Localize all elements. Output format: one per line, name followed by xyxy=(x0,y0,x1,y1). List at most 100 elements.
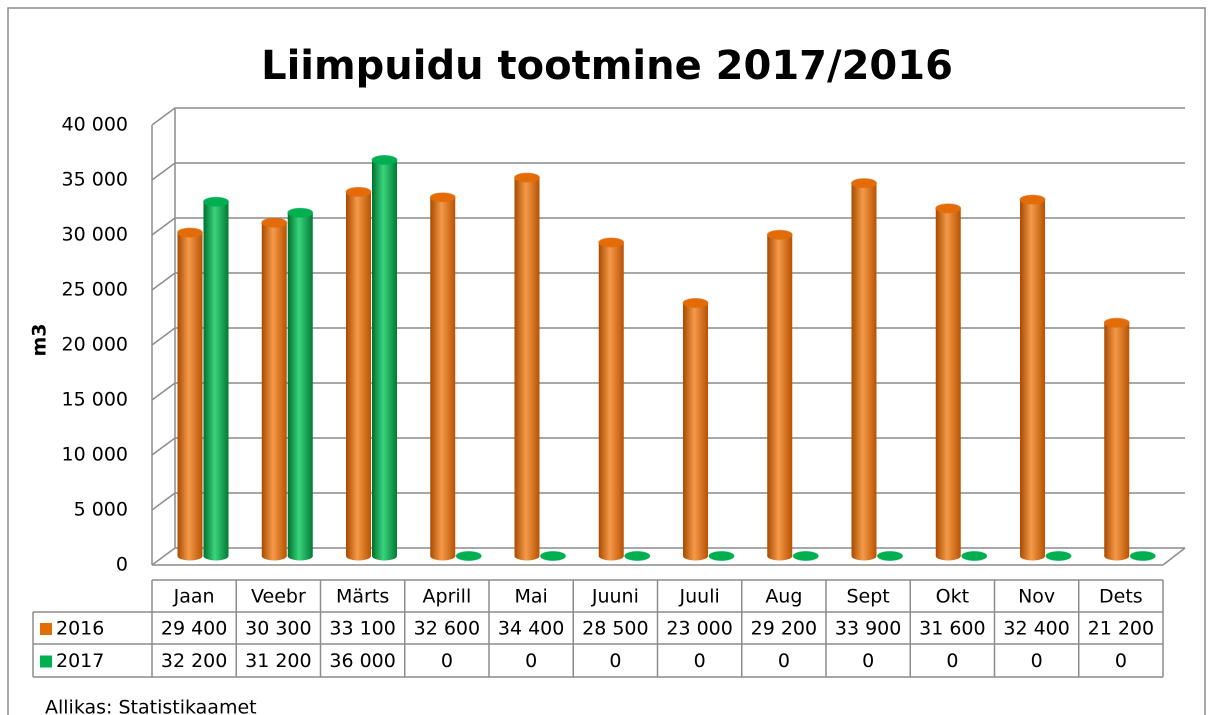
table-value: 32 600 xyxy=(414,618,480,640)
table-value: 29 200 xyxy=(751,618,817,640)
table-value: 31 600 xyxy=(919,618,985,640)
x-tick-label: Jaan xyxy=(173,586,215,608)
bar-body xyxy=(851,183,877,556)
bar-bottom xyxy=(514,551,540,561)
table-value: 0 xyxy=(694,650,706,672)
bar-bottom xyxy=(683,551,708,561)
table-value: 21 200 xyxy=(1088,618,1154,640)
table-value: 23 000 xyxy=(666,618,732,640)
x-tick-label: Nov xyxy=(1018,586,1055,608)
chart-title: Liimpuidu tootmine 2017/2016 xyxy=(261,43,953,89)
bar xyxy=(1019,194,1046,561)
y-tick-label: 25 000 xyxy=(62,279,128,301)
bar xyxy=(598,237,625,561)
bar-bottom xyxy=(935,551,961,561)
bar xyxy=(766,229,793,561)
bar-bottom xyxy=(430,551,456,561)
x-tick-label: Aug xyxy=(765,586,802,608)
bar-top xyxy=(1019,194,1046,205)
bar-top xyxy=(345,186,372,197)
bar-bottom xyxy=(851,551,877,561)
legend-swatch xyxy=(40,655,52,668)
bar xyxy=(792,551,819,561)
y-tick-label: 40 000 xyxy=(62,114,128,136)
table-value: 0 xyxy=(1115,650,1127,672)
bar xyxy=(851,178,877,561)
bar-body xyxy=(372,160,397,556)
bar-bottom xyxy=(1104,551,1130,561)
bar xyxy=(624,551,651,561)
bar-top xyxy=(203,196,229,207)
bar-top xyxy=(1045,551,1072,561)
bar-top xyxy=(455,551,482,561)
x-tick-label: Juuli xyxy=(679,586,720,608)
source-note: Allikas: Statistikaamet xyxy=(45,697,257,715)
bar-top xyxy=(682,298,709,308)
bar-body xyxy=(346,191,371,556)
bar-top xyxy=(261,217,288,228)
x-tick-label: Veebr xyxy=(251,586,306,608)
bar-body xyxy=(683,303,708,556)
bar-body xyxy=(203,201,229,557)
y-tick-label: 5 000 xyxy=(74,499,128,521)
bar-top xyxy=(877,551,903,561)
bar-bottom xyxy=(767,551,793,561)
bar xyxy=(177,227,203,561)
y-tick-label: 10 000 xyxy=(62,444,128,466)
bar xyxy=(682,298,709,561)
bar-top xyxy=(961,551,988,561)
table-value: 30 300 xyxy=(245,618,311,640)
bar-body xyxy=(177,232,203,556)
y-tick-label: 0 xyxy=(116,554,128,576)
table-value: 33 900 xyxy=(835,618,901,640)
y-tick-label: 15 000 xyxy=(62,389,128,411)
bar-bottom xyxy=(287,551,313,561)
table-value: 0 xyxy=(525,650,537,672)
bar xyxy=(287,207,314,561)
y-tick-label: 30 000 xyxy=(62,224,128,246)
bar-top xyxy=(540,551,566,561)
bar-bottom xyxy=(177,551,203,561)
bar-body xyxy=(261,222,287,556)
x-tick-label: Sept xyxy=(846,586,889,608)
bar-top xyxy=(371,155,398,165)
x-tick-label: Dets xyxy=(1099,586,1143,608)
bar xyxy=(261,217,288,561)
x-tick-label: Mai xyxy=(514,586,547,608)
bar xyxy=(708,551,735,561)
bar xyxy=(1129,551,1156,561)
bar xyxy=(961,551,988,561)
bar-top xyxy=(624,551,651,561)
bar-body xyxy=(430,197,456,556)
table-value: 0 xyxy=(946,650,958,672)
x-tick-label: Märts xyxy=(336,586,389,608)
table-value: 31 200 xyxy=(245,650,311,672)
bar-body xyxy=(1104,322,1130,556)
bar-top xyxy=(1103,317,1130,328)
bar xyxy=(455,551,482,561)
x-tick-label: Okt xyxy=(936,586,969,608)
bar xyxy=(429,192,456,561)
y-tick-label: 20 000 xyxy=(62,334,128,356)
bar-top xyxy=(851,178,877,189)
bar xyxy=(540,551,566,561)
bar-body xyxy=(287,212,313,557)
bar xyxy=(877,551,903,561)
bar-bottom xyxy=(203,551,229,561)
legend-label: 2016 xyxy=(56,618,104,640)
table-value: 0 xyxy=(441,650,453,672)
bar-top xyxy=(766,229,793,240)
bar xyxy=(203,196,229,561)
bar xyxy=(371,155,398,561)
bar-body xyxy=(514,177,540,556)
table-value: 34 400 xyxy=(498,618,564,640)
bar xyxy=(935,203,962,561)
axis-line xyxy=(1162,547,1186,566)
table-value: 0 xyxy=(778,650,790,672)
bar-top xyxy=(708,551,735,561)
bar xyxy=(1045,551,1072,561)
bar-bottom xyxy=(346,551,371,561)
bar-body xyxy=(935,208,961,556)
table-value: 0 xyxy=(1031,650,1043,672)
